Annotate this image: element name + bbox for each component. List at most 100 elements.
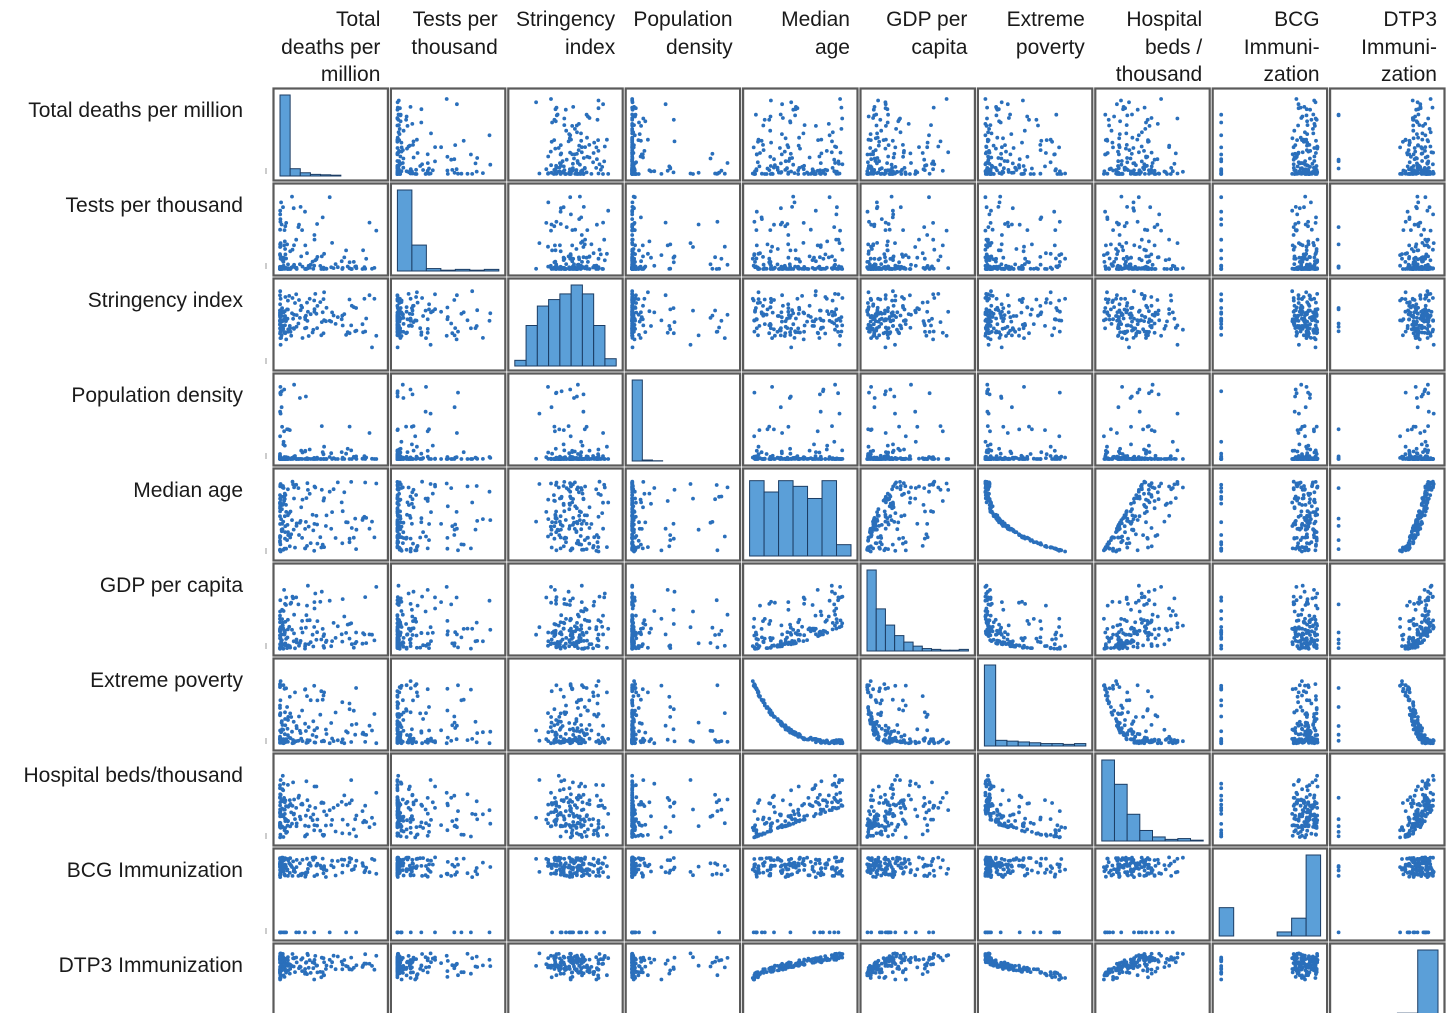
scatter-point <box>281 326 286 331</box>
scatter-point <box>1017 298 1022 302</box>
scatter-point <box>824 296 829 301</box>
scatter-point <box>944 97 949 101</box>
scatter-point <box>890 138 895 143</box>
scatter-point <box>1306 302 1311 307</box>
scatter-point <box>767 331 772 336</box>
scatter-point <box>891 442 895 447</box>
scatter-point <box>1109 242 1113 247</box>
scatter-point <box>570 243 575 248</box>
scatter-point <box>813 267 818 271</box>
scatter-point <box>549 97 553 101</box>
scatter-point <box>760 217 764 222</box>
scatter-point <box>571 105 576 109</box>
scatter-point <box>361 330 365 335</box>
scatter-point <box>311 327 316 332</box>
scatter-point <box>1300 296 1304 301</box>
scatter-point <box>1028 312 1033 317</box>
scatter-point <box>1168 293 1173 298</box>
scatter-point <box>396 117 401 122</box>
scatter-point <box>1219 112 1224 117</box>
scatter-point <box>921 319 926 323</box>
scatter-point <box>921 457 926 461</box>
scatter-point <box>885 248 890 253</box>
scatter-point <box>456 329 460 334</box>
scatter-point <box>303 209 307 214</box>
scatter-point <box>1306 242 1311 247</box>
scatter-point <box>818 457 822 461</box>
scatter-point <box>882 172 887 176</box>
scatter-point <box>549 222 554 227</box>
scatter-point <box>875 131 879 136</box>
scatter-point <box>411 448 416 453</box>
scatter-point <box>1175 241 1180 246</box>
scatter-point <box>1043 267 1047 271</box>
scatter-point <box>997 200 1002 205</box>
scatter-point <box>571 267 575 271</box>
scatter-point <box>1020 267 1025 271</box>
scatter-point <box>1292 409 1297 414</box>
scatter-point <box>888 387 893 392</box>
scatter-point <box>1299 172 1304 176</box>
scatter-point <box>787 262 792 267</box>
scatter-point <box>835 169 839 174</box>
scatter-point <box>870 247 874 251</box>
scatter-point <box>996 107 1001 112</box>
scatter-point <box>1048 265 1053 270</box>
scatter-point <box>823 331 828 336</box>
scatter-point <box>1019 310 1024 315</box>
scatter-point <box>1010 170 1014 175</box>
scatter-point <box>474 169 479 174</box>
scatter-point <box>1431 296 1435 300</box>
scatter-point <box>281 260 286 264</box>
scatter-point <box>1305 326 1310 331</box>
scatter-point <box>568 195 573 200</box>
scatter-point <box>1420 131 1425 136</box>
scatter-point <box>283 295 288 299</box>
scatter-point <box>1144 120 1148 125</box>
scatter-point <box>1124 143 1129 147</box>
scatter-point <box>1407 171 1412 176</box>
scatter-point <box>342 312 347 316</box>
scatter-point <box>411 139 416 144</box>
scatter-point <box>278 256 283 261</box>
scatter-point <box>333 262 338 266</box>
scatter-point <box>1027 117 1031 122</box>
scatter-point <box>672 139 677 144</box>
scatter-point <box>454 167 459 172</box>
scatter-point <box>1038 262 1043 267</box>
scatter-point <box>713 171 717 176</box>
scatter-point <box>585 135 589 140</box>
scatter-point <box>1054 256 1058 261</box>
scatter-point <box>649 324 653 328</box>
scatter-point <box>789 345 794 350</box>
scatter-point <box>278 217 283 222</box>
scatter-point <box>754 317 759 322</box>
scatter-point <box>286 262 290 267</box>
scatter-point <box>1028 172 1033 176</box>
scatter-point <box>433 145 437 150</box>
scatter-point <box>407 143 412 148</box>
scatter-point <box>285 316 290 321</box>
scatter-point <box>996 156 1001 160</box>
scatter-point <box>1291 296 1296 300</box>
scatter-point <box>1017 222 1022 227</box>
scatter-point <box>891 324 895 328</box>
scatter-point <box>901 305 905 310</box>
scatter-point <box>876 257 881 262</box>
scatter-point <box>762 322 767 326</box>
scatter-point <box>752 390 757 395</box>
scatter-point <box>587 448 592 453</box>
scatter-point <box>322 290 326 295</box>
scatter-point <box>779 315 784 320</box>
scatter-point <box>1336 321 1341 326</box>
scatter-point <box>1135 137 1140 142</box>
scatter-point <box>1137 256 1142 261</box>
scatter-point <box>1423 172 1428 176</box>
scatter-point <box>439 145 443 150</box>
scatter-point <box>425 161 430 166</box>
scatter-point <box>1426 254 1430 259</box>
scatter-point <box>866 251 871 256</box>
scatter-point <box>1175 411 1180 416</box>
scatter-point <box>868 324 873 328</box>
